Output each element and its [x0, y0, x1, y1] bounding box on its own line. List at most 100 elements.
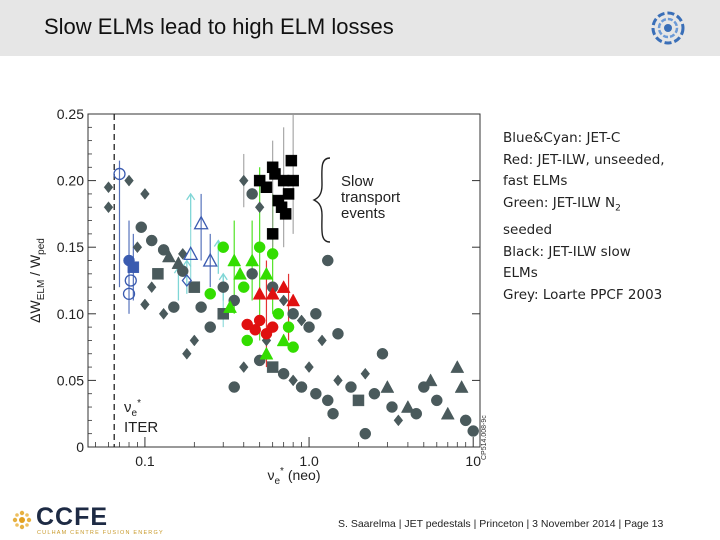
cyan-arrow-head [182, 259, 192, 267]
data-point-circle [303, 321, 315, 333]
data-point-circle [168, 301, 180, 313]
data-point-square [269, 168, 281, 180]
data-point-circle [345, 381, 357, 393]
data-point-diamond [146, 281, 157, 294]
data-point-circle [266, 248, 279, 260]
data-point-diamond [158, 307, 169, 320]
data-point-circle [310, 308, 322, 320]
x-axis-label: νe* (neo) [267, 466, 320, 487]
data-point-diamond [103, 181, 114, 194]
brace-label: transport [341, 189, 401, 206]
data-point-diamond [140, 188, 150, 200]
legend-line: fast ELMs [503, 173, 568, 190]
data-point-circle [204, 321, 216, 333]
data-point-square [253, 174, 266, 187]
data-point-circle [467, 425, 479, 437]
ccfe-brand-name: CCFE [36, 503, 109, 531]
data-point-circle [217, 281, 229, 293]
data-point-circle [322, 394, 334, 407]
data-point-circle [135, 221, 148, 233]
data-point-circle [327, 407, 339, 420]
y-tick-label: 0.05 [57, 372, 84, 388]
data-point-diamond [288, 374, 298, 387]
data-point-circle [195, 301, 207, 313]
data-point-triangle [161, 249, 176, 263]
legend-green-text: Green: JET-ILW N [503, 194, 616, 211]
brace-label: events [341, 205, 385, 222]
data-point-triangle [454, 380, 469, 393]
data-point-triangle [227, 253, 242, 267]
data-point-triangle [245, 253, 260, 267]
y-tick-label: 0.10 [57, 306, 84, 322]
y-axis-label: ΔWELM / Wped [27, 238, 47, 323]
data-point-diamond [317, 334, 327, 347]
data-point-triangle [223, 300, 237, 313]
data-point-diamond [239, 174, 249, 187]
legend-line: Red: JET-ILW, unseeded, [503, 151, 665, 168]
data-point-circle [359, 427, 372, 440]
data-point-circle [410, 407, 423, 420]
data-point-diamond [178, 247, 188, 260]
iter-label: ITER [124, 419, 158, 436]
data-point-diamond [304, 361, 314, 373]
data-point-circle [157, 244, 170, 256]
data-point-circle [228, 381, 240, 393]
data-point-circle [376, 348, 389, 360]
legend-line: Green: JET-ILW N2 [503, 193, 713, 220]
data-point-circle [431, 394, 443, 407]
legend-line: Grey: Loarte PPCF 2003 [503, 286, 663, 303]
data-point-square [217, 308, 229, 320]
data-point-circle [145, 234, 158, 247]
data-point-diamond [296, 314, 307, 327]
data-point-circle [459, 414, 472, 427]
data-point-circle [368, 387, 381, 400]
data-point-square [266, 361, 279, 373]
legend-line: Black: JET-ILW slow [503, 243, 631, 260]
data-point-diamond [189, 334, 200, 347]
data-point-square [127, 261, 140, 273]
data-point-triangle [276, 333, 291, 347]
data-point-circle [176, 265, 189, 277]
data-point-circle [332, 328, 344, 340]
legend-block: Blue&Cyan: JET-C Red: JET-ILW, unseeded,… [503, 128, 713, 306]
data-point-circle [287, 341, 299, 353]
data-point-diamond [182, 347, 192, 360]
footer-citation: S. Saarelma | JET pedestals | Princeton … [338, 518, 664, 530]
data-point-diamond [278, 294, 289, 307]
data-point-triangle [202, 252, 218, 267]
x-tick-label: 10 [465, 453, 481, 469]
data-point-circle [246, 268, 258, 280]
data-point-square [152, 268, 164, 280]
data-point-triangle [276, 280, 291, 293]
ccfe-logo-icon [12, 510, 32, 530]
data-point-diamond [132, 241, 143, 254]
brace-icon [312, 157, 331, 243]
data-point-square [266, 228, 279, 240]
data-point-triangle [259, 266, 274, 280]
data-point-circle [282, 321, 295, 333]
data-point-circle [272, 308, 285, 320]
jet-logo-icon [651, 11, 685, 45]
x-tick-label: 0.1 [135, 453, 155, 469]
data-point-triangle [400, 400, 415, 413]
data-point-diamond [360, 367, 370, 380]
data-point-triangle [252, 286, 267, 300]
data-point-circle [237, 281, 250, 293]
figure-id-label: CP514.008-9c [481, 415, 488, 460]
cyan-arrow-head [186, 192, 196, 201]
data-point-square [188, 281, 201, 293]
y-tick-label: 0.25 [57, 106, 84, 122]
data-point-diamond [140, 298, 150, 311]
data-point-square [279, 208, 292, 220]
data-point-circle [287, 308, 299, 320]
data-point-circle [253, 241, 266, 253]
data-point-circle [310, 387, 322, 400]
data-point-circle [386, 401, 398, 413]
data-point-triangle [423, 373, 438, 387]
data-point-triangle [450, 360, 465, 373]
y-tick-label: 0 [76, 439, 84, 455]
data-point-triangle [259, 346, 274, 360]
y-tick-label: 0.15 [57, 239, 84, 255]
data-point-diamond [124, 174, 134, 187]
